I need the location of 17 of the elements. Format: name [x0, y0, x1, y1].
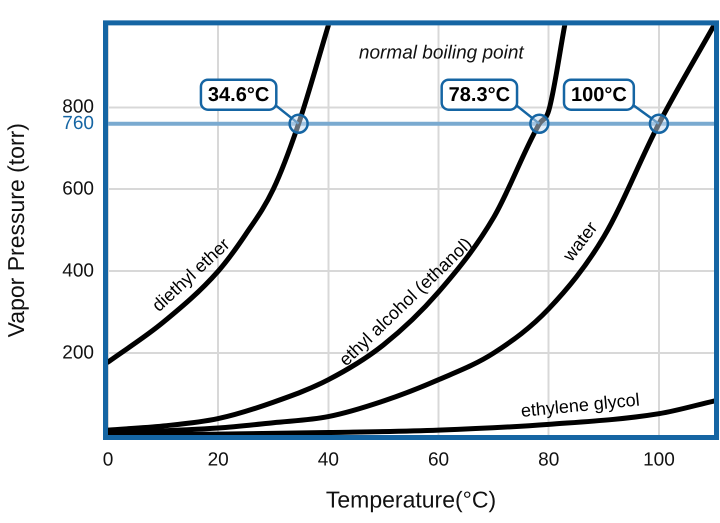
- annotation: 100°C: [571, 84, 627, 106]
- x-tick-label: 40: [318, 450, 339, 471]
- x-tick-label: 80: [538, 450, 560, 471]
- ref-line-label: 760: [62, 112, 94, 134]
- y-tick-label: 200: [62, 342, 94, 364]
- annotation: normal boiling point: [358, 42, 524, 64]
- x-tick-label: 20: [208, 450, 229, 471]
- y-tick-label: 400: [62, 260, 94, 282]
- x-tick-label: 0: [102, 450, 114, 471]
- annotation: 34.6°C: [208, 84, 270, 106]
- annotation: 78.3°C: [448, 84, 510, 106]
- x-tick-label: 100: [643, 450, 675, 471]
- y-axis-title: Vapor Pressure (torr): [3, 123, 30, 338]
- x-axis-title: Temperature(°C): [326, 486, 496, 513]
- y-tick-label: 600: [62, 178, 94, 200]
- text: ethylene glycol: [520, 390, 640, 421]
- x-tick-label: 60: [428, 450, 450, 471]
